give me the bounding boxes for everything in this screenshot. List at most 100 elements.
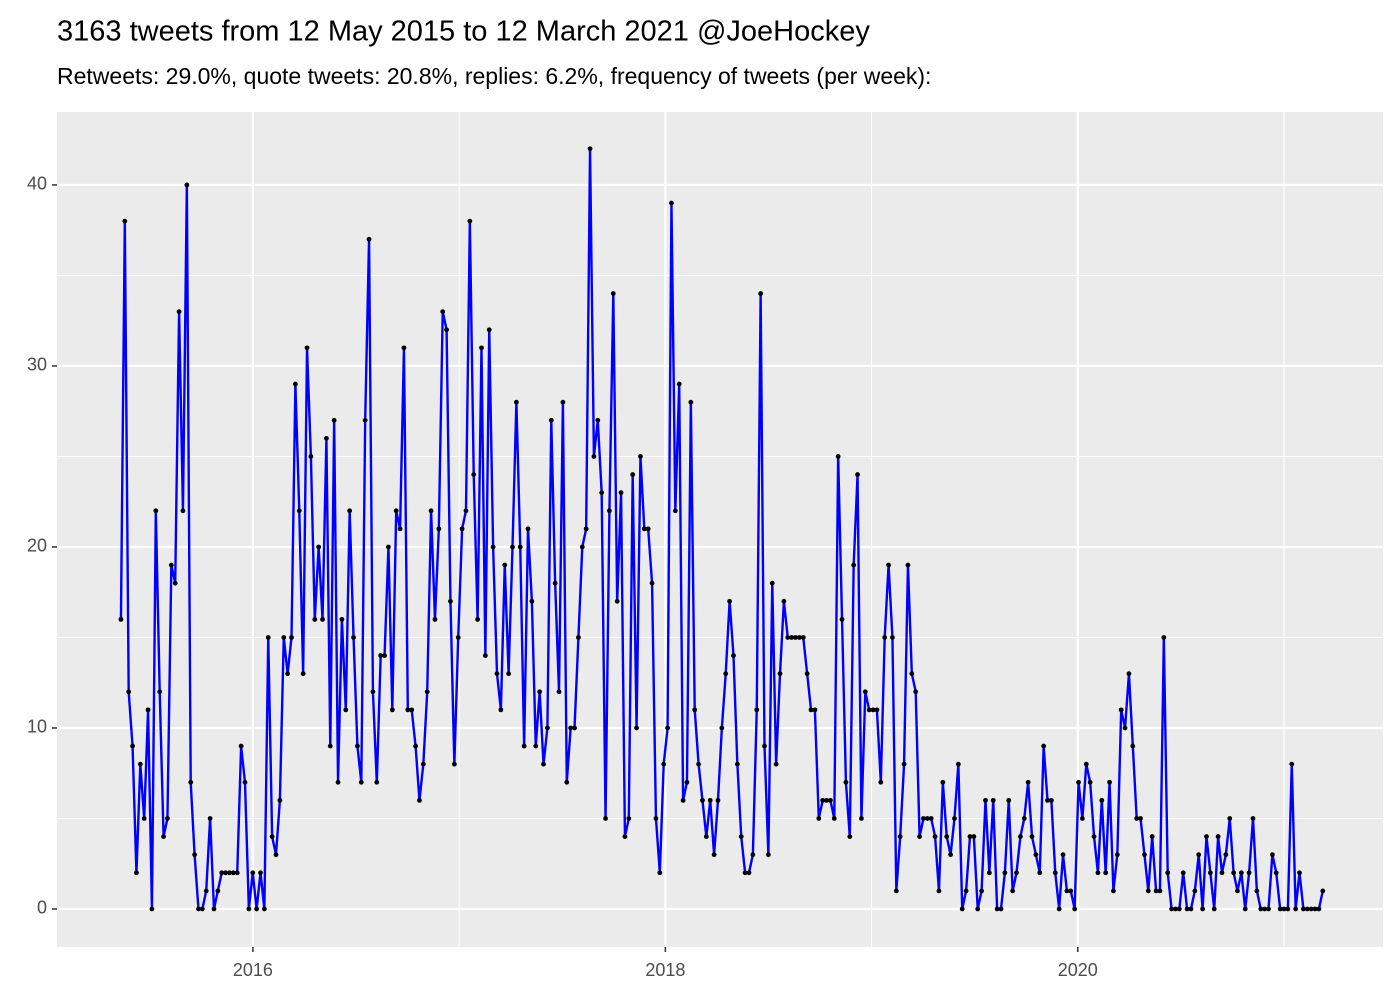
data-point	[347, 508, 353, 514]
data-point	[227, 870, 232, 876]
data-point	[657, 870, 663, 876]
data-point	[703, 834, 709, 839]
data-point	[1176, 906, 1182, 912]
y-tick-label: 0	[37, 898, 47, 918]
data-point	[203, 888, 209, 894]
data-point	[238, 743, 244, 749]
data-point	[936, 888, 942, 894]
data-point	[362, 417, 368, 423]
data-point	[855, 472, 860, 477]
data-point	[1010, 888, 1016, 894]
data-point	[890, 635, 895, 640]
data-point	[897, 834, 903, 839]
data-point	[928, 816, 934, 821]
data-point	[366, 236, 372, 242]
data-point	[1060, 852, 1066, 858]
data-point	[727, 598, 733, 604]
data-point	[579, 544, 585, 550]
data-point	[1072, 906, 1078, 912]
data-point	[289, 635, 294, 640]
data-point	[1169, 906, 1174, 912]
data-point	[548, 417, 554, 423]
data-point	[223, 870, 229, 876]
data-point	[758, 291, 764, 296]
data-point	[482, 653, 488, 658]
data-point	[1281, 906, 1287, 912]
data-point	[944, 834, 950, 839]
data-point	[765, 852, 771, 858]
data-point	[157, 689, 163, 695]
data-point	[862, 689, 868, 695]
data-point	[1111, 888, 1116, 894]
data-point	[141, 816, 147, 821]
data-point	[952, 816, 957, 821]
data-point	[909, 671, 915, 677]
data-point	[820, 797, 826, 803]
data-point	[1083, 761, 1089, 767]
data-point	[378, 653, 384, 658]
data-point	[1196, 852, 1202, 858]
data-point	[1250, 816, 1256, 821]
data-point	[626, 816, 632, 821]
data-point	[405, 707, 411, 713]
data-point	[436, 526, 442, 532]
data-point	[576, 635, 581, 640]
data-point	[808, 707, 814, 713]
data-point	[513, 399, 519, 405]
data-point	[1052, 870, 1058, 876]
data-point	[859, 816, 864, 821]
data-point	[463, 508, 469, 514]
data-point	[494, 671, 500, 677]
data-point	[1064, 888, 1070, 894]
data-point	[130, 743, 135, 749]
data-point	[273, 852, 279, 858]
data-point	[878, 779, 884, 785]
data-point	[1192, 888, 1198, 894]
data-point	[560, 399, 566, 405]
data-point	[1266, 906, 1271, 912]
data-point	[1223, 852, 1229, 858]
data-point	[207, 816, 213, 821]
data-point	[1308, 906, 1314, 912]
data-point	[804, 671, 810, 677]
data-point	[839, 616, 845, 622]
data-point	[948, 852, 953, 858]
data-point	[1095, 870, 1101, 876]
data-point	[688, 399, 694, 405]
data-point	[1184, 906, 1190, 912]
data-point	[959, 906, 965, 912]
data-point	[335, 779, 341, 785]
data-point	[707, 797, 713, 803]
data-point	[1316, 906, 1322, 912]
data-point	[432, 616, 438, 622]
data-point	[324, 435, 329, 441]
data-point	[401, 345, 407, 351]
data-point	[1289, 761, 1295, 767]
data-point	[254, 906, 260, 912]
data-point	[486, 327, 492, 333]
data-point	[986, 870, 992, 876]
data-point	[1080, 816, 1085, 821]
data-point	[285, 671, 291, 677]
data-point	[448, 598, 453, 604]
data-point	[603, 816, 608, 821]
data-point	[913, 689, 919, 695]
data-point	[1277, 906, 1283, 912]
data-point	[731, 653, 736, 658]
y-tick-label: 30	[27, 355, 47, 375]
data-point	[750, 852, 756, 858]
data-point	[502, 562, 508, 568]
data-point	[568, 725, 574, 731]
data-point	[122, 218, 128, 224]
data-point	[812, 707, 818, 713]
data-point	[1161, 635, 1167, 640]
data-point	[599, 490, 605, 496]
data-point	[610, 291, 616, 296]
data-point	[265, 635, 271, 640]
data-point	[614, 598, 620, 604]
data-point	[653, 816, 659, 821]
data-point	[1149, 834, 1155, 839]
data-point	[847, 834, 853, 839]
data-point	[723, 671, 729, 677]
x-tick-label: 2018	[645, 960, 685, 980]
